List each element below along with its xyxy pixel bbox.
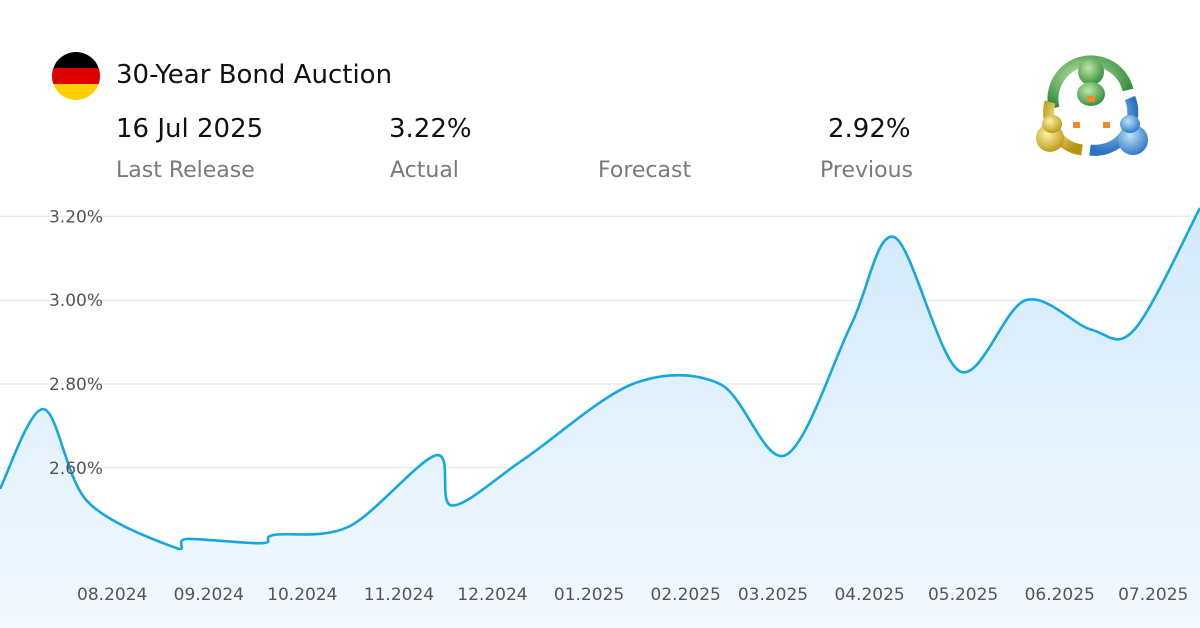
- metatrader-logo-icon: [1036, 55, 1148, 156]
- actual-value: 3.22%: [389, 114, 472, 144]
- last-release-label: Last Release: [116, 158, 255, 183]
- x-tick-label: 07.2025: [1118, 585, 1188, 605]
- flag-band-black: [52, 52, 100, 68]
- y-tick-label: 2.60%: [49, 459, 103, 479]
- x-tick-label: 04.2025: [834, 585, 904, 605]
- x-tick-label: 05.2025: [928, 585, 998, 605]
- x-tick-label: 10.2024: [267, 585, 337, 605]
- x-tick-label: 06.2025: [1025, 585, 1095, 605]
- last-release-value: 16 Jul 2025: [116, 114, 264, 144]
- forecast-label: Forecast: [598, 158, 692, 183]
- flag-band-gold: [52, 84, 100, 100]
- actual-label: Actual: [390, 158, 459, 183]
- area-fill: [0, 208, 1200, 628]
- event-title: 30-Year Bond Auction: [116, 60, 393, 90]
- previous-label: Previous: [820, 158, 913, 183]
- x-tick-label: 09.2024: [174, 585, 244, 605]
- y-tick-label: 3.00%: [49, 291, 103, 311]
- previous-value: 2.92%: [828, 114, 911, 144]
- x-tick-label: 08.2024: [77, 585, 147, 605]
- germany-flag-icon: [52, 52, 100, 100]
- x-tick-label: 01.2025: [554, 585, 624, 605]
- series-line: [0, 207, 1200, 551]
- x-tick-label: 03.2025: [738, 585, 808, 605]
- y-tick-label: 3.20%: [49, 207, 103, 227]
- flag-band-red: [52, 68, 100, 84]
- x-tick-label: 11.2024: [364, 585, 434, 605]
- x-tick-label: 12.2024: [457, 585, 527, 605]
- x-tick-label: 02.2025: [651, 585, 721, 605]
- y-tick-label: 2.80%: [49, 375, 103, 395]
